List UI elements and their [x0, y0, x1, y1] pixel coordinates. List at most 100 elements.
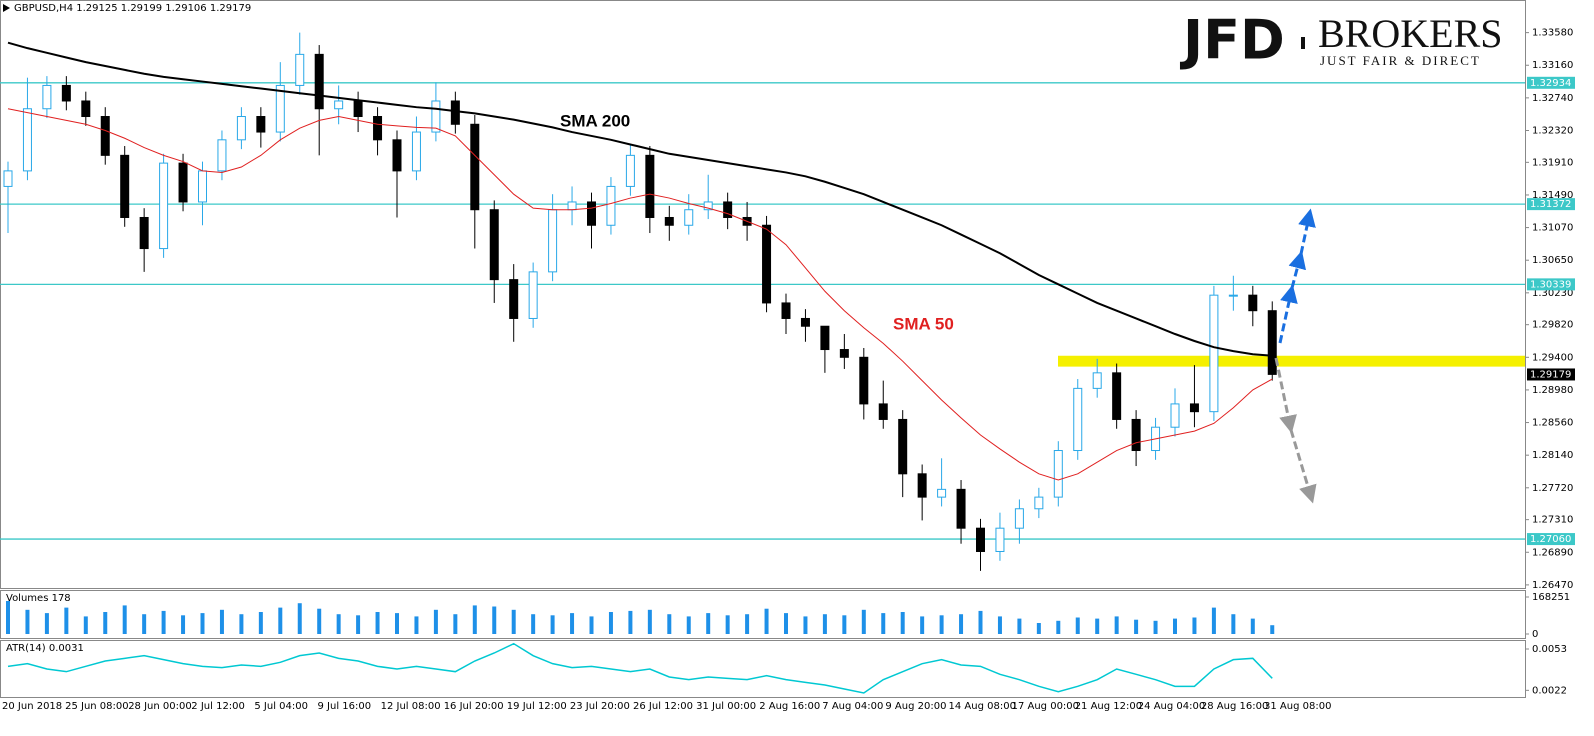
x-tick-label: 26 Jul 12:00: [633, 701, 693, 712]
y-tick-label: 0.0022: [1532, 685, 1567, 696]
symbol-icon: [3, 4, 10, 12]
x-tick-label: 9 Jul 16:00: [318, 701, 372, 712]
x-tick-label: 31 Jul 00:00: [696, 701, 756, 712]
candle-body: [275, 84, 285, 133]
y-tick-label: 168251: [1532, 592, 1570, 603]
volume-bar: [706, 613, 711, 634]
volume-bar: [6, 601, 10, 634]
volume-bar: [570, 613, 575, 634]
level-label-box: [1527, 278, 1575, 291]
volume-bar: [414, 616, 419, 634]
x-tick-label: 12 Jul 08:00: [381, 701, 441, 712]
volume-bar: [1036, 623, 1041, 634]
candle-body: [256, 116, 266, 133]
candle-body: [528, 271, 538, 319]
candle-body: [22, 108, 32, 172]
candle-body: [723, 201, 733, 218]
logo-name: BROKERS: [1318, 11, 1503, 56]
volume-bar: [667, 614, 672, 634]
volume-bar: [861, 609, 866, 634]
level-label-box: [1527, 76, 1575, 89]
logo-brand: JFD: [1179, 9, 1285, 72]
candle-body: [1034, 496, 1044, 510]
volume-bar: [83, 616, 88, 634]
y-tick-label: 1.29820: [1532, 320, 1573, 331]
y-tick-label: 1.30230: [1532, 288, 1573, 299]
x-tick-label: 7 Aug 04:00: [822, 701, 883, 712]
panel-title: ATR(14) 0.0031: [6, 643, 84, 654]
candle-body: [587, 201, 596, 226]
volume-bar: [336, 614, 341, 634]
volume-bar: [297, 603, 302, 634]
candle-body: [567, 201, 577, 211]
candle-body: [334, 100, 344, 110]
y-tick-label: 0.0053: [1532, 644, 1567, 655]
candle-body: [1248, 294, 1258, 312]
volume-bar: [959, 614, 964, 634]
volume-bar: [1017, 618, 1022, 634]
volume-bar: [725, 615, 730, 634]
y-tick-label: 1.31070: [1532, 223, 1573, 234]
volume-bar: [317, 608, 322, 634]
volume-bar: [1095, 618, 1100, 634]
volume-bar: [433, 609, 438, 634]
candle-body: [236, 116, 246, 141]
volume-bar: [589, 616, 594, 634]
candle-body: [548, 209, 558, 273]
volume-bar: [628, 610, 633, 634]
volume-bar: [1250, 618, 1255, 634]
x-tick-label: 16 Jul 20:00: [444, 701, 504, 712]
volume-bar: [1173, 618, 1177, 634]
volume-bar: [356, 615, 361, 634]
volume-bar: [181, 615, 186, 634]
chart-title: GBPUSD,H4 1.29125 1.29199 1.29106 1.2917…: [14, 3, 251, 14]
candle-body: [878, 403, 888, 420]
volume-bar: [25, 609, 30, 634]
candle-body: [1170, 403, 1180, 428]
x-tick-label: 20 Jun 2018: [2, 701, 62, 712]
volume-bar: [881, 613, 886, 634]
volume-bar: [453, 614, 458, 634]
candle-body: [217, 139, 227, 172]
candle-body: [606, 185, 616, 226]
candle-body: [684, 209, 694, 226]
x-tick-label: 28 Jun 00:00: [128, 701, 192, 712]
level-label: 1.32934: [1530, 78, 1571, 89]
volume-bar: [1056, 620, 1061, 634]
candle-body: [61, 84, 71, 102]
y-tick-label: 1.33160: [1532, 60, 1573, 71]
y-tick-label: 1.27720: [1532, 483, 1573, 494]
candle-body: [937, 488, 947, 498]
candle-body: [859, 356, 869, 405]
candle-body: [178, 162, 188, 203]
candle-body: [1014, 508, 1024, 529]
candle-body: [762, 224, 772, 304]
y-tick-label: 1.30650: [1532, 255, 1573, 266]
logo-tagline: JUST FAIR & DIRECT: [1320, 53, 1481, 68]
x-tick-label: 5 Jul 04:00: [254, 701, 308, 712]
support-zone: [1058, 355, 1525, 367]
candle-body: [450, 100, 460, 125]
x-tick-label: 9 Aug 20:00: [885, 701, 946, 712]
candle-body: [139, 216, 149, 250]
candle-body: [1209, 294, 1219, 413]
moving-average: [7, 41, 1273, 357]
candle-body: [489, 209, 499, 281]
level-label: 1.31372: [1530, 199, 1571, 210]
candle-body: [295, 53, 305, 86]
y-tick-label: 1.28140: [1532, 450, 1573, 461]
volume-bar: [550, 615, 555, 634]
volume-bar: [978, 610, 983, 634]
series-annotation: SMA 200: [560, 111, 630, 130]
volume-bar: [103, 612, 108, 634]
last-price-box: [1527, 368, 1575, 381]
candle-body: [3, 170, 13, 187]
volume-bar: [1153, 620, 1158, 634]
volume-bar: [764, 608, 769, 634]
candle-body: [314, 53, 324, 110]
volume-bar: [686, 616, 691, 634]
moving-average: [7, 108, 1273, 481]
atr-line: [7, 642, 1273, 694]
volume-bar: [608, 612, 613, 634]
volume-bar: [1075, 617, 1080, 634]
